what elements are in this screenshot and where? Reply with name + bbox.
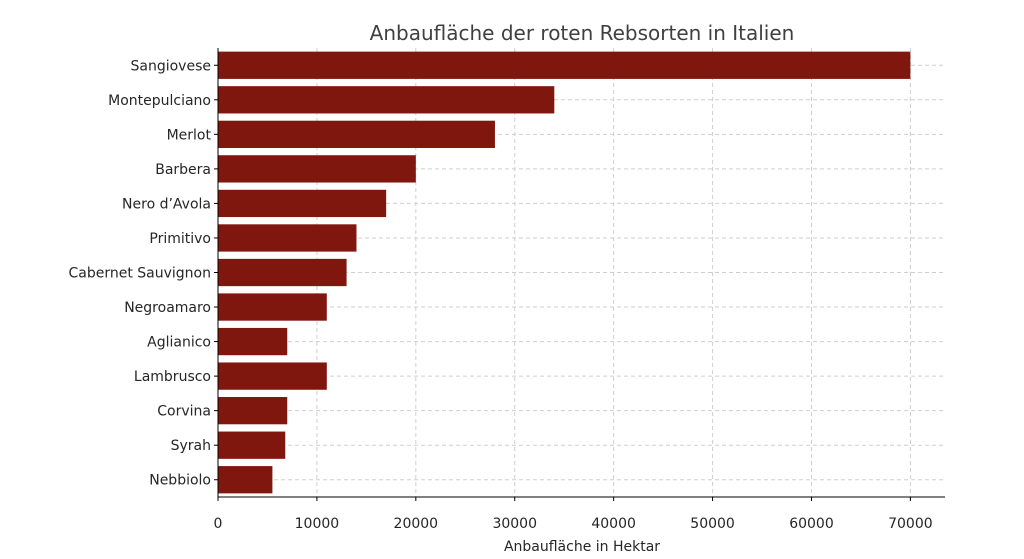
category-label: Sangiovese xyxy=(131,58,212,74)
x-tick-label: 0 xyxy=(214,516,223,532)
x-tick-label: 50000 xyxy=(690,516,735,532)
category-label: Montepulciano xyxy=(108,93,211,109)
category-label: Corvina xyxy=(157,404,211,420)
bar xyxy=(218,258,347,287)
bar xyxy=(218,327,288,356)
category-label: Negroamaro xyxy=(124,300,211,316)
bar xyxy=(218,155,416,183)
category-label: Merlot xyxy=(167,127,212,143)
x-tick-label: 70000 xyxy=(888,516,933,532)
bar xyxy=(218,293,327,321)
x-tick-label: 30000 xyxy=(492,516,537,532)
bar xyxy=(218,224,357,252)
x-tick-label: 60000 xyxy=(789,516,834,532)
x-tick-label: 40000 xyxy=(591,516,636,532)
category-label: Cabernet Sauvignon xyxy=(68,266,211,282)
category-label: Nero d’Avola xyxy=(122,196,211,212)
chart-title: Anbaufläche der roten Rebsorten in Itali… xyxy=(370,21,795,45)
axes xyxy=(214,48,945,501)
x-tick-label: 20000 xyxy=(394,516,439,532)
bar xyxy=(218,51,911,79)
bar xyxy=(218,362,327,390)
category-label: Primitivo xyxy=(149,231,211,247)
category-label: Lambrusco xyxy=(134,369,211,385)
category-label: Nebbiolo xyxy=(149,473,211,489)
category-label: Barbera xyxy=(155,162,211,178)
bar xyxy=(218,466,273,494)
x-tick-label: 10000 xyxy=(295,516,340,532)
bar xyxy=(218,397,288,425)
x-tick-labels: 0 10000 20000 30000 40000 50000 60000 70000 xyxy=(214,516,933,532)
bar xyxy=(218,120,495,148)
bar xyxy=(218,189,387,218)
category-label: Aglianico xyxy=(147,335,211,351)
bar xyxy=(218,431,286,459)
bars xyxy=(218,51,911,494)
bar xyxy=(218,86,555,114)
category-label: Syrah xyxy=(171,438,211,454)
x-axis-label: Anbaufläche in Hektar xyxy=(504,539,660,555)
category-labels: Sangiovese Montepulciano Merlot Barbera Nero… xyxy=(68,58,211,488)
